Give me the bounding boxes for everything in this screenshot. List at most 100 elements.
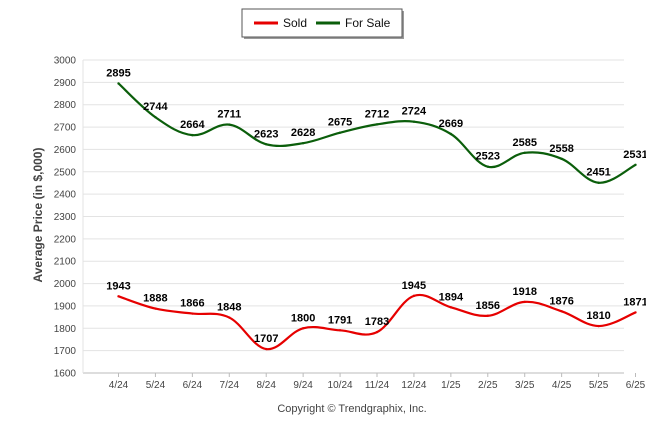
data-label-sold: 1783 xyxy=(365,316,389,328)
y-tick-label: 2000 xyxy=(54,279,77,290)
data-point-sold xyxy=(338,329,342,332)
data-point-sold xyxy=(560,310,563,313)
data-label-for-sale: 2675 xyxy=(328,117,352,129)
data-point-for-sale xyxy=(523,151,526,154)
data-point-sold xyxy=(191,312,194,315)
data-label-for-sale: 2744 xyxy=(143,101,168,113)
x-tick-label: 10/24 xyxy=(328,380,353,391)
data-point-sold xyxy=(486,314,489,317)
data-point-sold xyxy=(265,347,268,351)
data-label-for-sale: 2628 xyxy=(291,127,315,139)
data-label-for-sale: 2895 xyxy=(106,67,130,79)
x-tick-label: 7/24 xyxy=(220,380,240,391)
y-tick-label: 2600 xyxy=(54,145,77,156)
data-point-for-sale xyxy=(560,157,563,161)
y-tick-label: 2200 xyxy=(54,234,77,245)
data-point-for-sale xyxy=(449,132,453,136)
data-point-sold xyxy=(154,307,157,310)
data-label-sold: 1866 xyxy=(180,298,204,310)
data-point-for-sale xyxy=(117,82,120,85)
x-tick-label: 11/24 xyxy=(365,380,390,391)
data-label-for-sale: 2712 xyxy=(365,108,389,120)
data-label-sold: 1918 xyxy=(512,286,536,298)
data-label-sold: 1888 xyxy=(143,293,167,305)
data-label-for-sale: 2531 xyxy=(623,149,646,161)
data-point-for-sale xyxy=(375,123,379,126)
data-point-for-sale xyxy=(597,181,600,184)
data-label-sold: 1856 xyxy=(476,300,500,312)
data-label-for-sale: 2558 xyxy=(549,143,573,155)
series-line-for-sale xyxy=(117,82,637,184)
data-label-sold: 1848 xyxy=(217,302,241,314)
y-tick-label: 2900 xyxy=(54,78,77,89)
data-point-sold xyxy=(301,327,305,330)
data-label-sold: 1707 xyxy=(254,333,278,345)
y-tick-label: 1800 xyxy=(54,324,77,335)
data-label-sold: 1800 xyxy=(291,312,315,324)
x-tick-label: 4/25 xyxy=(552,380,572,391)
y-tick-label: 3000 xyxy=(54,56,77,67)
data-label-for-sale: 2664 xyxy=(180,119,205,131)
data-point-for-sale xyxy=(412,120,416,123)
y-tick-label: 2100 xyxy=(54,257,77,268)
x-tick-label: 1/25 xyxy=(441,380,461,391)
x-tick-label: 3/25 xyxy=(515,380,535,391)
data-label-sold: 1876 xyxy=(549,295,573,307)
x-tick-label: 6/24 xyxy=(183,380,203,391)
data-label-sold: 1871 xyxy=(623,296,646,308)
gridlines xyxy=(83,59,624,374)
y-tick-label: 2500 xyxy=(54,167,77,178)
x-tick-label: 2/25 xyxy=(478,380,498,391)
legend: Sold For Sale xyxy=(241,8,404,39)
data-label-for-sale: 2724 xyxy=(402,106,427,118)
data-label-for-sale: 2669 xyxy=(439,118,463,130)
legend-label-for-sale: For Sale xyxy=(345,16,391,30)
x-tick-label: 8/24 xyxy=(256,380,276,391)
data-label-for-sale: 2711 xyxy=(217,109,241,121)
x-tick-label: 5/24 xyxy=(146,380,166,391)
data-point-sold xyxy=(375,330,379,334)
data-point-for-sale xyxy=(228,123,231,126)
data-point-sold xyxy=(449,306,453,309)
data-point-for-sale xyxy=(191,133,194,137)
data-point-sold xyxy=(412,294,416,298)
data-label-for-sale: 2585 xyxy=(512,137,536,149)
data-label-sold: 1791 xyxy=(328,314,352,326)
series-lines xyxy=(117,82,637,351)
data-point-for-sale xyxy=(634,163,637,167)
x-tick-label: 6/25 xyxy=(626,380,646,391)
data-point-sold xyxy=(634,311,637,314)
x-tick-label: 4/24 xyxy=(109,380,129,391)
y-axis-title: Average Price (in $,000) xyxy=(31,148,45,283)
x-tick-label: 5/25 xyxy=(589,380,609,391)
axes: 1600 1700 1800 1900 2000 2100 2200 2300 2400 2500… xyxy=(54,56,646,392)
y-tick-label: 1600 xyxy=(54,369,77,380)
data-point-for-sale xyxy=(338,131,342,134)
data-label-for-sale: 2451 xyxy=(586,167,610,179)
data-labels: 1943 1888 1866 1848 1707 1800 1791 1783 1945 1894… xyxy=(106,67,646,345)
y-tick-label: 2800 xyxy=(54,100,77,111)
y-tick-label: 2400 xyxy=(54,190,77,201)
x-tick-label: 12/24 xyxy=(401,380,426,391)
y-tick-label: 2700 xyxy=(54,123,77,134)
data-label-for-sale: 2523 xyxy=(476,151,500,163)
data-point-sold xyxy=(228,316,231,319)
data-point-for-sale xyxy=(154,116,157,119)
y-tick-label: 2300 xyxy=(54,212,77,223)
data-label-for-sale: 2623 xyxy=(254,128,278,140)
copyright-credit: Copyright © Trendgraphix, Inc. xyxy=(277,403,426,415)
y-tick-label: 1900 xyxy=(54,301,77,312)
data-point-sold xyxy=(117,295,120,298)
legend-label-sold: Sold xyxy=(283,16,307,30)
y-tick-label: 1700 xyxy=(54,346,77,357)
data-label-sold: 1810 xyxy=(586,310,610,322)
data-point-for-sale xyxy=(301,141,305,145)
data-label-sold: 1894 xyxy=(439,291,464,303)
data-point-sold xyxy=(597,324,600,328)
data-point-for-sale xyxy=(486,165,489,168)
x-tick-label: 9/24 xyxy=(293,380,313,391)
data-point-for-sale xyxy=(265,143,268,146)
data-label-sold: 1945 xyxy=(402,280,426,292)
